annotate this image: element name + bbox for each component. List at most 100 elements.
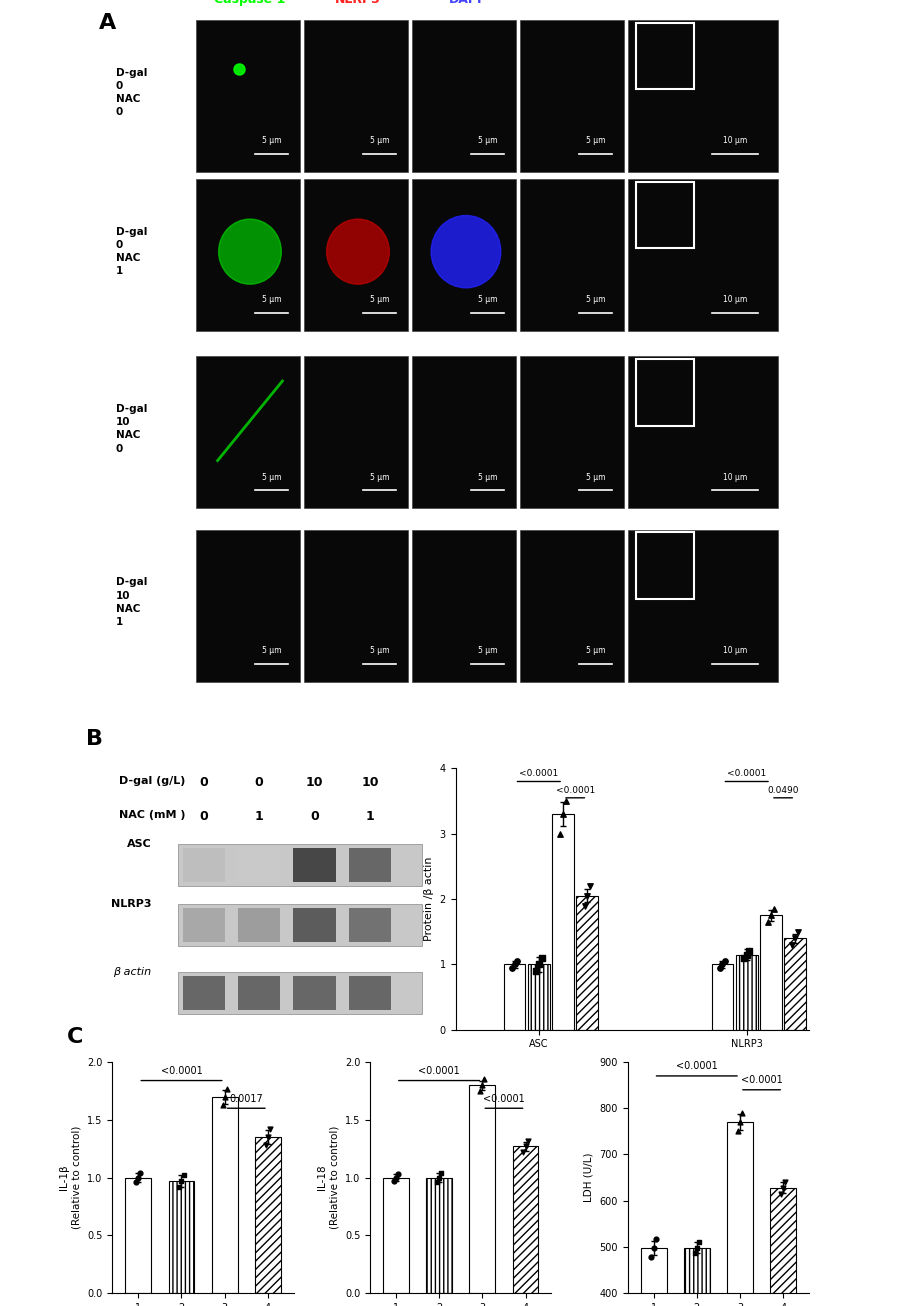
Point (519, 1136, 533, 1157)
Y-axis label: IL-18
(Relative to control): IL-18 (Relative to control) (317, 1126, 339, 1229)
Text: 0: 0 (254, 776, 263, 789)
Text: 5 μm: 5 μm (586, 473, 605, 482)
Point (718, 951, 733, 972)
Bar (383, 1178, 409, 1293)
Bar (412, 530, 516, 682)
Text: 1: 1 (254, 810, 263, 823)
Text: 5 μm: 5 μm (262, 295, 281, 304)
Bar (412, 179, 516, 332)
Circle shape (218, 219, 281, 285)
Bar (711, 964, 734, 1029)
Point (129, 1171, 143, 1192)
Point (263, 1118, 277, 1139)
Point (785, 934, 799, 955)
Point (507, 953, 521, 974)
Text: NLRP3: NLRP3 (335, 0, 381, 5)
Point (716, 953, 730, 974)
Point (733, 1111, 747, 1132)
Text: 5 μm: 5 μm (477, 473, 497, 482)
Bar (520, 179, 625, 332)
Point (388, 1168, 403, 1188)
Point (218, 1087, 232, 1107)
Text: D-gal
0
NAC
1: D-gal 0 NAC 1 (116, 227, 147, 277)
Text: <0.0001: <0.0001 (741, 1075, 782, 1085)
Bar (238, 908, 280, 942)
Bar (520, 530, 625, 682)
Bar (770, 1187, 797, 1306)
Point (473, 1080, 487, 1101)
Text: β actin: β actin (113, 968, 152, 977)
Bar (528, 964, 549, 1029)
Text: 5 μm: 5 μm (369, 473, 389, 482)
Text: 10 μm: 10 μm (723, 295, 747, 304)
Point (776, 1177, 790, 1198)
Legend: D-gal 0;  NAC 0, D-gal 0;  NAC 1, D-gal 10;  NAC 0, D-gal 10;  NAC 1: D-gal 0; NAC 0, D-gal 0; NAC 1, D-gal 10… (892, 773, 899, 829)
Point (219, 1079, 234, 1100)
Bar (520, 21, 625, 172)
Text: D-gal
10
NAC
0: D-gal 10 NAC 0 (116, 404, 147, 453)
Point (583, 875, 597, 896)
Point (580, 885, 594, 906)
Bar (304, 357, 408, 508)
Bar (520, 357, 625, 508)
Point (774, 1183, 788, 1204)
Bar (727, 1122, 753, 1306)
Point (690, 1237, 704, 1258)
Bar (125, 1178, 151, 1293)
Text: 5 μm: 5 μm (477, 136, 497, 145)
Text: D-gal (g/L): D-gal (g/L) (119, 776, 185, 786)
Point (788, 927, 803, 948)
Bar (349, 976, 391, 1010)
Circle shape (432, 215, 501, 287)
Text: 5 μm: 5 μm (586, 295, 605, 304)
Bar (293, 848, 336, 882)
Point (558, 790, 573, 811)
Text: DAPI: DAPI (450, 0, 483, 5)
Bar (784, 938, 806, 1029)
Text: 10 μm: 10 μm (723, 136, 747, 145)
Bar (636, 22, 694, 89)
Point (761, 912, 776, 932)
Bar (349, 848, 391, 882)
Text: 0: 0 (310, 810, 319, 823)
Bar (636, 533, 694, 599)
Text: Caspase 1: Caspase 1 (214, 0, 286, 5)
Y-axis label: Protein /β actin: Protein /β actin (424, 857, 434, 942)
Bar (349, 908, 391, 942)
Point (731, 1121, 745, 1141)
Point (691, 1232, 706, 1252)
Point (391, 1164, 405, 1185)
Bar (412, 21, 516, 172)
Text: 5 μm: 5 μm (262, 646, 281, 656)
Point (531, 953, 546, 974)
Text: 10 μm: 10 μm (723, 646, 747, 656)
Text: <0.0001: <0.0001 (483, 1093, 525, 1104)
Bar (512, 1147, 539, 1293)
Point (556, 803, 570, 824)
Point (713, 957, 727, 978)
Bar (426, 1178, 452, 1293)
Bar (684, 1247, 709, 1306)
Text: 0.0017: 0.0017 (229, 1093, 263, 1104)
Bar (552, 814, 574, 1029)
Point (174, 1170, 189, 1191)
Point (529, 960, 543, 981)
Text: 10: 10 (306, 776, 324, 789)
Text: 5 μm: 5 μm (369, 295, 389, 304)
Point (434, 1162, 449, 1183)
Point (432, 1168, 446, 1188)
Bar (760, 916, 782, 1029)
Text: 5 μm: 5 μm (477, 646, 497, 656)
Text: D-gal
0
NAC
0: D-gal 0 NAC 0 (116, 68, 147, 118)
Point (534, 947, 548, 968)
Point (387, 1170, 401, 1191)
Text: 10: 10 (361, 776, 378, 789)
Text: C: C (67, 1028, 84, 1047)
Point (740, 944, 754, 965)
Bar (196, 179, 300, 332)
Text: 5 μm: 5 μm (262, 136, 281, 145)
Bar (304, 21, 408, 172)
Bar (636, 359, 694, 426)
Text: <0.0001: <0.0001 (418, 1066, 460, 1076)
Text: A: A (99, 13, 116, 33)
